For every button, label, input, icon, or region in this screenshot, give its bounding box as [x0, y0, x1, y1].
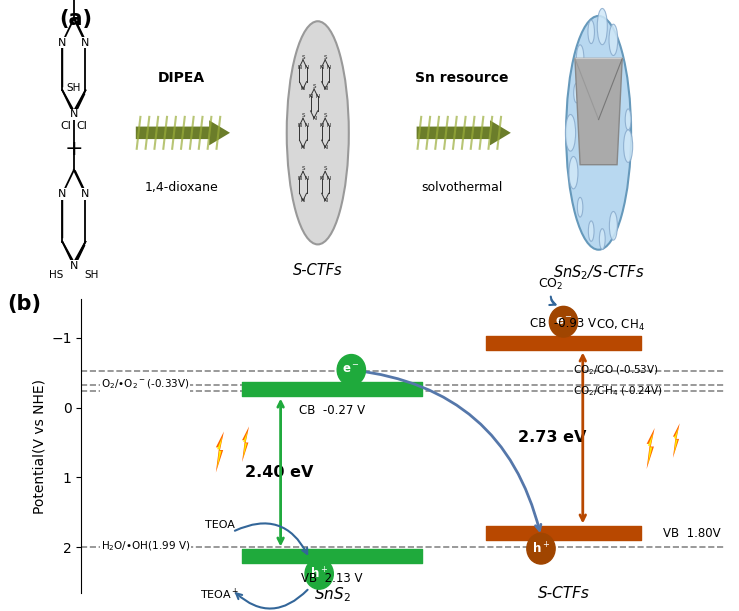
Polygon shape	[242, 426, 249, 462]
Circle shape	[566, 16, 631, 250]
Circle shape	[599, 13, 606, 40]
Polygon shape	[674, 428, 678, 455]
Text: N: N	[301, 198, 305, 203]
Polygon shape	[575, 59, 622, 165]
Text: N: N	[297, 176, 302, 181]
Text: N: N	[301, 145, 305, 150]
Text: N: N	[304, 65, 309, 70]
Circle shape	[588, 17, 595, 46]
Text: (a): (a)	[59, 9, 92, 29]
Text: S: S	[324, 166, 327, 171]
Text: S-CTFs: S-CTFs	[293, 263, 343, 278]
Circle shape	[287, 21, 349, 244]
Text: DIPEA: DIPEA	[157, 71, 205, 85]
Text: S: S	[324, 113, 327, 118]
Text: CO, CH$_4$: CO, CH$_4$	[596, 318, 644, 333]
Y-axis label: Potential(V vs NHE): Potential(V vs NHE)	[33, 379, 47, 513]
Text: N: N	[312, 115, 316, 121]
Text: TEOA: TEOA	[205, 520, 234, 530]
Circle shape	[624, 130, 633, 162]
Polygon shape	[217, 437, 222, 469]
Text: CO$_2$: CO$_2$	[538, 277, 563, 293]
Text: Sn resource: Sn resource	[415, 71, 508, 85]
Text: S: S	[313, 84, 316, 89]
FancyArrowPatch shape	[136, 120, 230, 145]
Text: SnS$_2$: SnS$_2$	[313, 586, 350, 604]
Circle shape	[568, 123, 573, 143]
Text: VB  1.80V: VB 1.80V	[663, 527, 721, 540]
Text: S: S	[302, 166, 304, 171]
Text: CB  -0.93 V: CB -0.93 V	[531, 317, 596, 330]
Circle shape	[569, 156, 578, 190]
Circle shape	[625, 109, 631, 130]
Text: S: S	[302, 113, 304, 118]
Text: N: N	[327, 176, 331, 181]
Text: N: N	[297, 123, 302, 128]
Text: N: N	[323, 87, 327, 92]
Text: N: N	[69, 261, 78, 271]
Circle shape	[597, 221, 607, 257]
Circle shape	[609, 210, 618, 241]
Text: TEOA$^+$: TEOA$^+$	[200, 587, 239, 602]
Text: N: N	[308, 94, 313, 99]
Text: N: N	[323, 198, 327, 203]
Text: Cl: Cl	[77, 121, 88, 131]
Polygon shape	[673, 423, 680, 458]
Text: Cl: Cl	[60, 121, 71, 131]
Text: S: S	[302, 55, 304, 60]
Circle shape	[588, 220, 594, 242]
Circle shape	[575, 189, 585, 225]
Polygon shape	[243, 431, 248, 459]
Text: N: N	[81, 37, 89, 48]
Text: 2.40 eV: 2.40 eV	[245, 465, 313, 480]
Polygon shape	[647, 428, 655, 469]
Text: N: N	[327, 123, 331, 128]
Text: N: N	[319, 123, 324, 128]
FancyArrowPatch shape	[417, 120, 511, 145]
Text: O$_2$/•O$_2$$^-$(-0.33V): O$_2$/•O$_2$$^-$(-0.33V)	[101, 378, 189, 392]
Circle shape	[305, 558, 333, 589]
Polygon shape	[648, 433, 653, 465]
Text: N: N	[319, 176, 324, 181]
Text: +: +	[64, 139, 84, 159]
Text: SnS$_2$/S-CTFs: SnS$_2$/S-CTFs	[553, 263, 644, 282]
Text: SH: SH	[85, 270, 99, 280]
Circle shape	[527, 533, 555, 564]
Text: N: N	[316, 94, 320, 99]
Text: N: N	[297, 65, 302, 70]
Text: S-CTFs: S-CTFs	[537, 586, 590, 601]
Text: N: N	[81, 189, 89, 199]
Text: N: N	[319, 65, 324, 70]
Text: h$^+$: h$^+$	[310, 566, 328, 582]
Text: H$_2$O/•OH(1.99 V): H$_2$O/•OH(1.99 V)	[101, 540, 190, 554]
Text: N: N	[58, 189, 67, 199]
Text: solvothermal: solvothermal	[421, 181, 503, 194]
Circle shape	[549, 306, 578, 337]
Text: N: N	[304, 123, 309, 128]
Text: N: N	[323, 145, 327, 150]
Text: CO$_2$/CO (-0.53V): CO$_2$/CO (-0.53V)	[573, 364, 658, 378]
Text: S: S	[324, 55, 327, 60]
Text: N: N	[69, 109, 78, 119]
Text: N: N	[58, 37, 67, 48]
Text: CB  -0.27 V: CB -0.27 V	[299, 404, 365, 417]
Text: 2.73 eV: 2.73 eV	[519, 431, 587, 445]
Circle shape	[573, 82, 579, 104]
Text: VB  2.13 V: VB 2.13 V	[302, 572, 363, 585]
Text: N: N	[304, 176, 309, 181]
Text: e$^-$: e$^-$	[342, 364, 360, 376]
Circle shape	[337, 354, 366, 386]
Circle shape	[610, 29, 616, 50]
Text: N: N	[327, 65, 331, 70]
Circle shape	[576, 44, 584, 73]
Text: h$^+$: h$^+$	[532, 541, 550, 557]
Text: 1,4-dioxane: 1,4-dioxane	[144, 181, 218, 194]
Text: CO$_2$/CH$_4$ (-0.24V): CO$_2$/CH$_4$ (-0.24V)	[573, 384, 663, 398]
Text: N: N	[301, 87, 305, 92]
Text: (b): (b)	[7, 293, 41, 313]
Text: HS: HS	[49, 270, 63, 280]
Polygon shape	[216, 431, 224, 472]
Text: e$^-$: e$^-$	[554, 315, 573, 328]
Text: SH: SH	[67, 82, 81, 93]
